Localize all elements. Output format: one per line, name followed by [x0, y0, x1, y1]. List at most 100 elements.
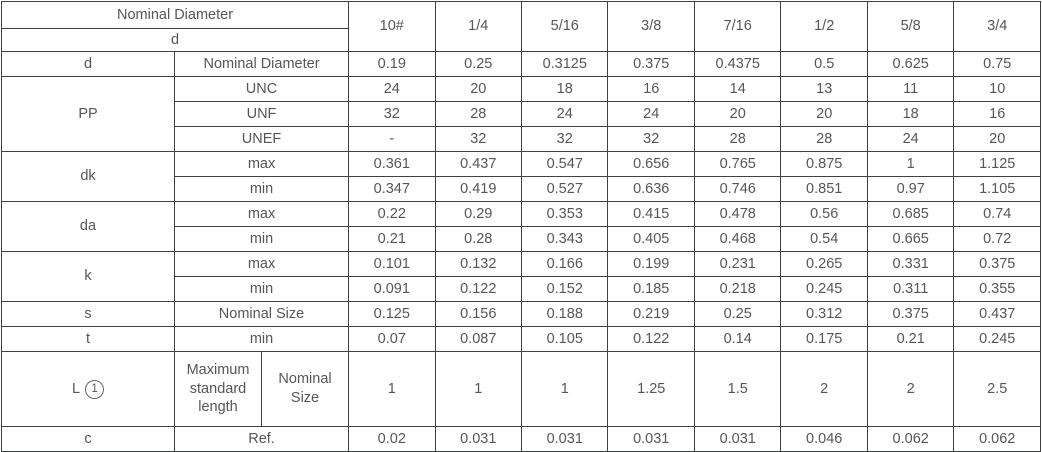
value-cell: 0.547: [520, 151, 609, 177]
value-cell: 0.355: [953, 276, 1041, 302]
value-cell: 1.5: [693, 351, 782, 427]
value-cell: 0.218: [693, 276, 782, 302]
value-cell: 0.031: [693, 426, 782, 452]
value-cell: 0.312: [780, 301, 868, 327]
value-cell: 0.5: [780, 51, 868, 77]
value-cell: 0.152: [520, 276, 609, 302]
value-cell: 0.353: [520, 201, 609, 227]
value-cell: 0.031: [434, 426, 523, 452]
value-cell: 0.656: [607, 151, 695, 177]
table-row: da max 0.22 0.29 0.353 0.415 0.478 0.56 …: [1, 201, 1041, 252]
value-cell: 0.265: [780, 251, 868, 277]
value-cell: 20: [953, 126, 1041, 152]
table-row: UNEF - 32 32 32 28 28 24 20: [2, 126, 1041, 152]
value-cell: 32: [348, 101, 436, 127]
header-d: d: [0, 28, 350, 52]
value-cell: 0.405: [607, 226, 695, 252]
value-cell: 0.3125: [520, 51, 609, 77]
value-cell: 2.5: [953, 351, 1041, 427]
value-cell: 1: [434, 351, 523, 427]
value-cell: 0.175: [780, 326, 868, 352]
value-cell: 0.311: [866, 276, 955, 302]
table-row: k max 0.101 0.132 0.166 0.199 0.231 0.26…: [1, 251, 1041, 302]
value-cell: 0.031: [607, 426, 695, 452]
row-sublabel: max: [173, 251, 350, 277]
value-cell: 32: [607, 126, 695, 152]
value-cell: 0.02: [348, 426, 436, 452]
value-cell: 11: [866, 76, 955, 102]
value-cell: -: [348, 126, 436, 152]
value-cell: 0.765: [693, 151, 782, 177]
row-sublabel: Ref.: [173, 426, 350, 452]
value-cell: 0.685: [866, 201, 955, 227]
value-cell: 0.21: [866, 326, 955, 352]
table-row: Nominal Diameter 10# 1/4 5/16 3/8 7/16 1…: [0, 1, 1041, 52]
value-cell: 28: [434, 101, 523, 127]
value-cell: 20: [780, 101, 868, 127]
table-row: d Nominal Diameter 0.19 0.25 0.3125 0.37…: [1, 51, 1041, 77]
row-label-d: d: [1, 51, 175, 77]
column-header: 1/2: [780, 1, 868, 52]
value-cell: 0.851: [780, 176, 868, 202]
column-header: 3/4: [953, 1, 1041, 52]
value-cell: 14: [693, 76, 782, 102]
value-cell: 0.166: [520, 251, 609, 277]
value-cell: 0.29: [434, 201, 523, 227]
value-cell: 0.361: [348, 151, 436, 177]
value-cell: 0.54: [780, 226, 868, 252]
value-cell: 0.347: [348, 176, 436, 202]
value-cell: 0.122: [434, 276, 523, 302]
value-cell: 0.156: [434, 301, 523, 327]
row-sublabel: min: [173, 226, 350, 252]
value-cell: 16: [607, 76, 695, 102]
value-cell: 0.199: [607, 251, 695, 277]
value-cell: 0.375: [866, 301, 955, 327]
value-cell: 0.25: [693, 301, 782, 327]
column-header: 1/4: [434, 1, 523, 52]
value-cell: 0.419: [434, 176, 523, 202]
value-cell: 0.875: [780, 151, 868, 177]
value-cell: 1: [348, 351, 436, 427]
table-row: min 0.347 0.419 0.527 0.636 0.746 0.851 …: [2, 176, 1041, 202]
value-cell: 0.437: [434, 151, 523, 177]
table-row: t min 0.07 0.087 0.105 0.122 0.14 0.175 …: [1, 326, 1041, 352]
value-cell: 0.245: [953, 326, 1041, 352]
column-header: 10#: [348, 1, 436, 52]
value-cell: 0.031: [520, 426, 609, 452]
value-cell: 24: [866, 126, 955, 152]
row-label-c: c: [1, 426, 175, 452]
row-sublabel: Maximum standard length: [174, 351, 262, 427]
value-cell: 13: [780, 76, 868, 102]
row-sublabel: UNC: [173, 76, 350, 102]
value-cell: 20: [693, 101, 782, 127]
value-cell: 1.105: [953, 176, 1041, 202]
value-cell: 24: [520, 101, 609, 127]
value-cell: 0.087: [434, 326, 523, 352]
value-cell: 28: [780, 126, 868, 152]
value-cell: 0.343: [520, 226, 609, 252]
value-cell: 2: [866, 351, 955, 427]
value-cell: 0.062: [953, 426, 1041, 452]
table-row: c Ref. 0.02 0.031 0.031 0.031 0.031 0.04…: [1, 426, 1041, 452]
value-cell: 0.219: [607, 301, 695, 327]
table-row: UNF 32 28 24 24 20 20 18 16: [2, 101, 1041, 127]
value-cell: 24: [348, 76, 436, 102]
value-cell: 32: [520, 126, 609, 152]
column-header: 5/16: [520, 1, 609, 52]
value-cell: 0.625: [866, 51, 955, 77]
value-cell: 20: [434, 76, 523, 102]
table-row: PP UNC 24 20 18 16 14 13 11 10: [1, 76, 1041, 152]
table-row: min 0.091 0.122 0.152 0.185 0.218 0.245 …: [2, 276, 1041, 302]
value-cell: 0.091: [348, 276, 436, 302]
value-cell: 0.188: [520, 301, 609, 327]
table-row: s Nominal Size 0.125 0.156 0.188 0.219 0…: [1, 301, 1041, 327]
value-cell: 0.125: [348, 301, 436, 327]
value-cell: 0.56: [780, 201, 868, 227]
column-header: 3/8: [607, 1, 695, 52]
value-cell: 0.636: [607, 176, 695, 202]
row-sublabel: Nominal Size: [173, 301, 350, 327]
column-header: 5/8: [866, 1, 955, 52]
value-cell: 0.101: [348, 251, 436, 277]
value-cell: 0.72: [953, 226, 1041, 252]
